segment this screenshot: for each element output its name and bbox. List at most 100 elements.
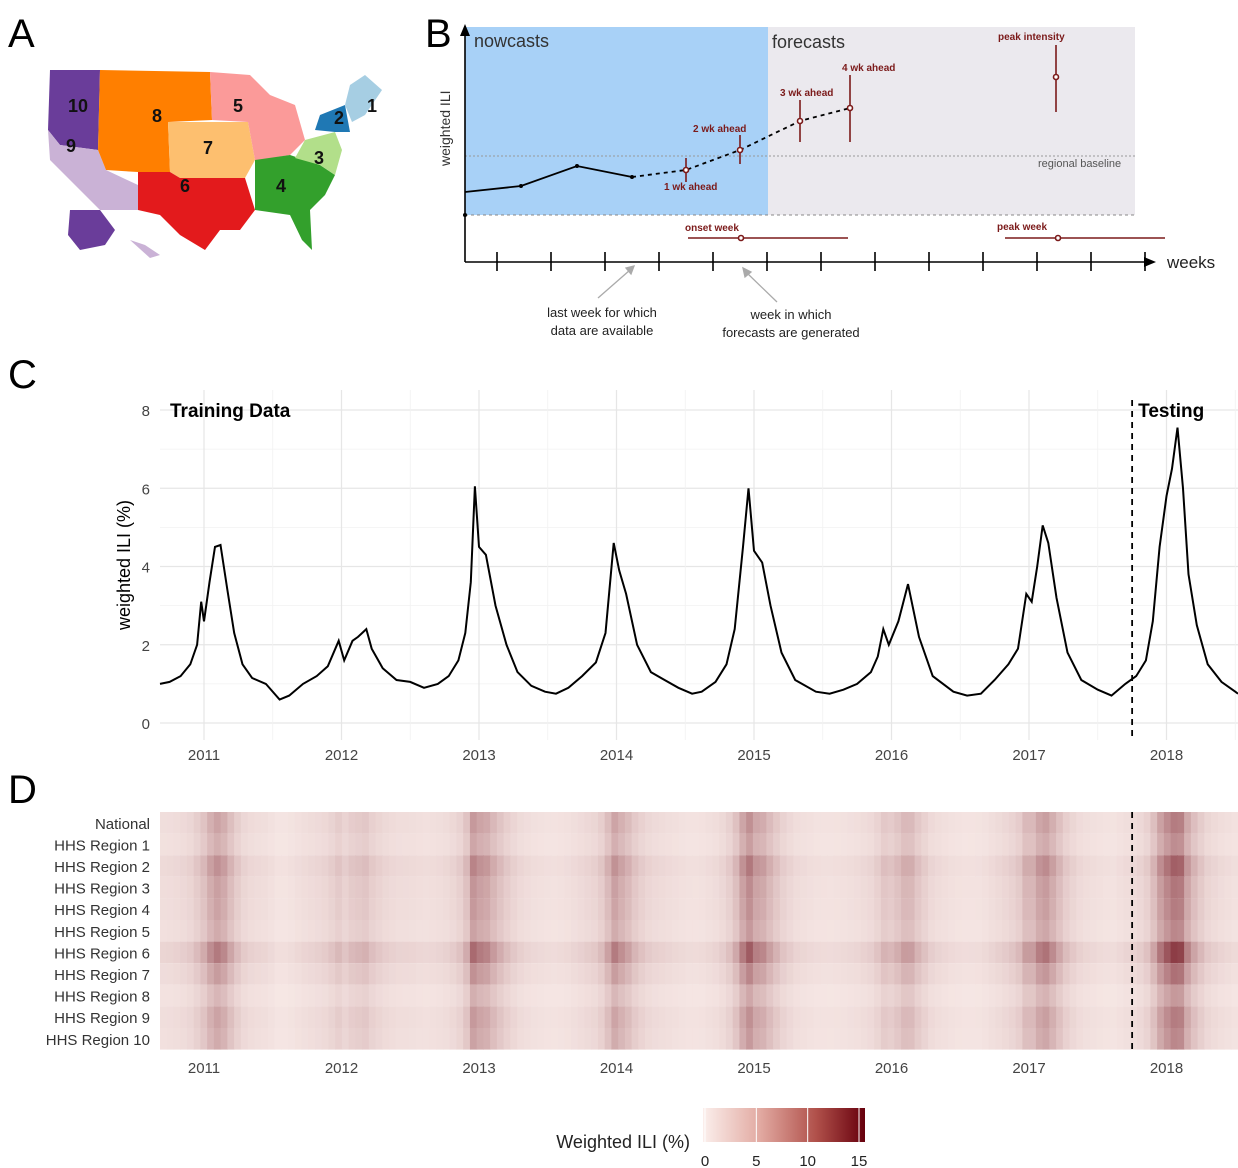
heatmap-cell [806, 898, 815, 920]
heatmap-cell [907, 833, 916, 856]
heatmap-cell [429, 1028, 437, 1050]
heatmap-cell [1204, 984, 1212, 1007]
heatmap-cell [1042, 1028, 1050, 1050]
heatmap-cell [557, 963, 565, 985]
heatmap-cell [894, 812, 902, 834]
heatmap-cell [739, 984, 747, 1007]
heatmap-cell [294, 898, 303, 920]
heatmap-cell [766, 812, 774, 834]
region-label-3: 3 [314, 148, 324, 168]
heatmap-cell [1224, 941, 1232, 964]
heatmap-cell [341, 920, 350, 942]
heatmap-cell [773, 1028, 781, 1050]
heatmap-rows [160, 812, 1238, 1050]
heatmap-cell [860, 812, 869, 834]
heatmap-cell [699, 855, 707, 877]
heatmap-cell [1015, 1006, 1023, 1028]
heatmap-cell [955, 941, 963, 964]
heatmap-cell [725, 963, 734, 985]
heatmap-cell [928, 812, 936, 834]
heatmap-cell [975, 812, 983, 834]
heatmap-cell [1143, 984, 1152, 1007]
heatmap-cell [914, 963, 922, 985]
heatmap-cell [463, 898, 471, 920]
heatmap-x-tick-label: 2012 [325, 1060, 358, 1077]
heatmap-cell [288, 855, 296, 877]
heatmap-cell [254, 1006, 262, 1028]
heatmap-cell [294, 920, 303, 942]
heatmap-cell [355, 920, 363, 942]
heatmap-cell [348, 963, 356, 985]
heatmap-cell [665, 898, 673, 920]
heatmap-cell [853, 833, 862, 856]
heatmap-cell [274, 963, 282, 985]
heatmap-cell [274, 1006, 282, 1028]
heatmap-cell [442, 941, 451, 964]
heatmap-cell [1217, 920, 1226, 942]
heatmap-cell [328, 984, 336, 1007]
heatmap-cell [314, 898, 323, 920]
y-tick-label: 6 [142, 481, 150, 498]
heatmap-cell [429, 984, 437, 1007]
heatmap-cell [1163, 963, 1172, 985]
heatmap-cell [887, 984, 895, 1007]
heatmap-cell [1116, 855, 1125, 877]
heatmap-cell [907, 963, 916, 985]
heatmap-cell [1231, 941, 1238, 964]
alaska-shape [68, 210, 115, 250]
heatmap-cell [995, 984, 1003, 1007]
heatmap-cell [827, 833, 835, 856]
observed-point [630, 175, 634, 179]
region-label-7: 7 [203, 138, 213, 158]
x-tick-label: 2015 [737, 747, 770, 764]
heatmap-cell [1062, 833, 1071, 856]
heatmap-cell [166, 898, 175, 920]
heatmap-cell [618, 1006, 626, 1028]
heatmap-cell [1083, 941, 1091, 964]
heatmap-cell [732, 876, 741, 899]
heatmap-cell [1116, 812, 1125, 834]
heatmap-cell [840, 1028, 848, 1050]
heatmap-cell [1035, 963, 1044, 985]
heatmap-cell [1109, 876, 1118, 899]
heatmap-cell [955, 855, 963, 877]
heatmap-cell [1069, 920, 1077, 942]
heatmap-cell [308, 812, 316, 834]
heatmap-cell [712, 984, 720, 1007]
heatmap-cell [604, 876, 613, 899]
heatmap-cell [631, 941, 639, 964]
heatmap-cell [645, 1006, 653, 1028]
heatmap-cell [220, 941, 228, 964]
heatmap-cell [1035, 920, 1044, 942]
heatmap-cell [988, 941, 997, 964]
heatmap-cell [281, 963, 289, 985]
heatmap-cell [1130, 898, 1138, 920]
heatmap-cell [645, 876, 653, 899]
heatmap-cell [604, 855, 613, 877]
heatmap-cell [1190, 1028, 1199, 1050]
heatmap-cell [267, 812, 276, 834]
heatmap-cell [180, 812, 188, 834]
heatmap-cell [517, 898, 525, 920]
heatmap-cell [1136, 833, 1145, 856]
heatmap-cell [934, 1028, 943, 1050]
heatmap-cell [368, 898, 377, 920]
heatmap-cell [867, 898, 875, 920]
heatmap-cell [577, 984, 586, 1007]
heatmap-cell [449, 1028, 458, 1050]
panel-label-a: A [8, 12, 35, 56]
heatmap-cell [779, 855, 788, 877]
heatmap-cell [530, 941, 538, 964]
heatmap-cell [1042, 1006, 1050, 1028]
heatmap-cell [1157, 812, 1165, 834]
heatmap-cell [348, 833, 356, 856]
heatmap-cell [207, 855, 215, 877]
heatmap-cell [463, 812, 471, 834]
heatmap-cell [1130, 963, 1138, 985]
heatmap-cell [1062, 855, 1071, 877]
heatmap-cell [934, 941, 943, 964]
heatmap-cell [335, 963, 343, 985]
heatmap-cell [907, 876, 916, 899]
heatmap-cell [678, 920, 687, 942]
heatmap-cell [968, 876, 976, 899]
